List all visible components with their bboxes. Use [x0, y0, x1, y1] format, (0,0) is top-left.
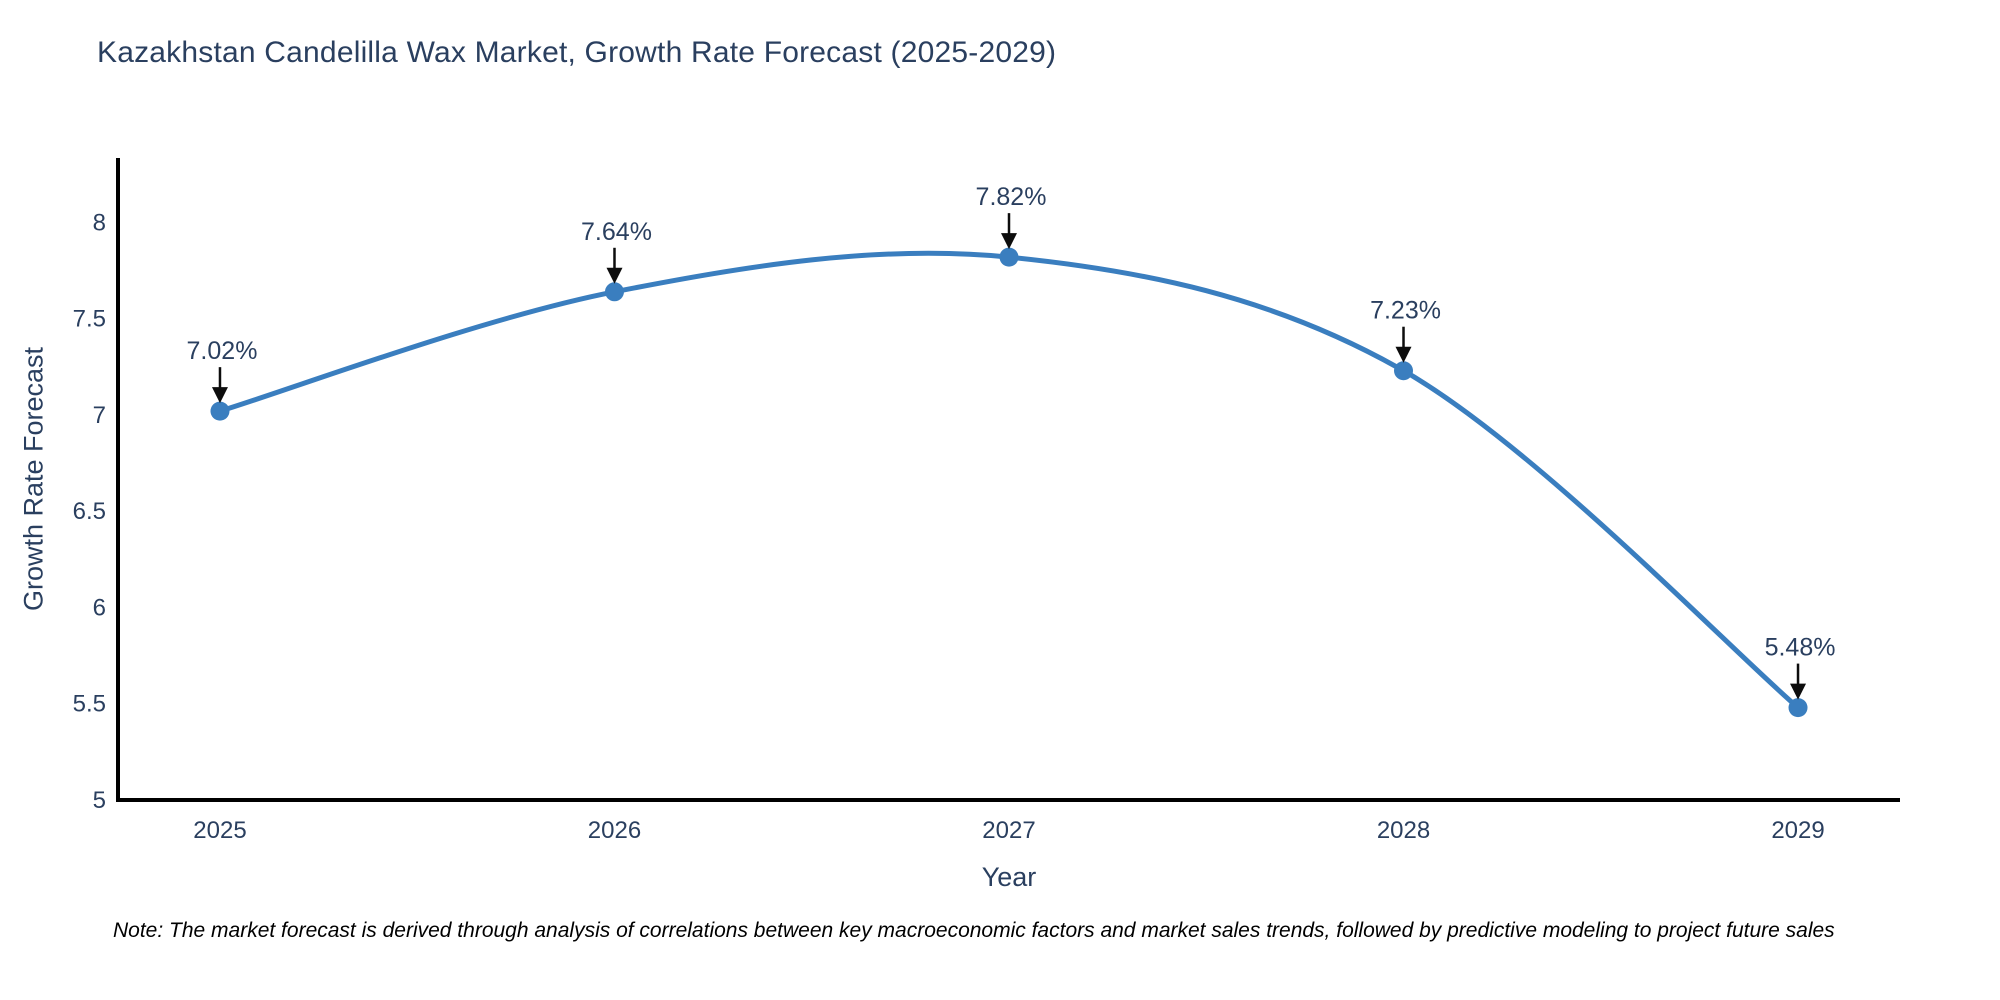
- data-point-marker[interactable]: [1394, 361, 1414, 381]
- x-tick-label: 2027: [982, 817, 1035, 844]
- chart-title: Kazakhstan Candelilla Wax Market, Growth…: [97, 36, 1057, 69]
- growth-rate-spline: [217, 250, 1801, 711]
- y-tick-label: 5.5: [73, 691, 106, 718]
- y-tick-label: 8: [93, 209, 106, 236]
- y-tick-label: 7: [93, 402, 106, 429]
- x-axis-title: Year: [981, 862, 1037, 892]
- y-tick-label: 6.5: [73, 498, 106, 525]
- annotation-arrow-head: [211, 387, 228, 404]
- forecast-methodology-note: Note: The market forecast is derived thr…: [113, 919, 1835, 942]
- data-point-marker[interactable]: [210, 401, 230, 421]
- annotation-arrow-head: [606, 267, 623, 284]
- data-point-marker[interactable]: [1788, 698, 1808, 718]
- annotation-arrow-head: [1001, 233, 1017, 250]
- data-point-label: 7.82%: [976, 183, 1047, 211]
- y-tick-label: 5: [93, 787, 106, 814]
- data-point-label: 5.48%: [1765, 634, 1836, 662]
- x-tick-label: 2028: [1377, 817, 1430, 844]
- annotation-arrow-head: [1790, 683, 1807, 700]
- data-point-label: 7.64%: [581, 218, 652, 246]
- x-tick-label: 2029: [1771, 817, 1824, 844]
- x-tick-label: 2026: [588, 817, 641, 844]
- annotation-arrow-head: [1395, 346, 1412, 363]
- y-tick-label: 6: [93, 594, 106, 621]
- y-axis-title: Growth Rate Forecast: [18, 346, 49, 612]
- data-point-marker[interactable]: [999, 247, 1019, 267]
- y-tick-label: 7.5: [73, 306, 106, 333]
- data-point-marker[interactable]: [604, 282, 624, 302]
- x-tick-label: 2025: [193, 817, 246, 844]
- data-point-label: 7.02%: [187, 337, 258, 365]
- data-point-label: 7.23%: [1370, 297, 1441, 325]
